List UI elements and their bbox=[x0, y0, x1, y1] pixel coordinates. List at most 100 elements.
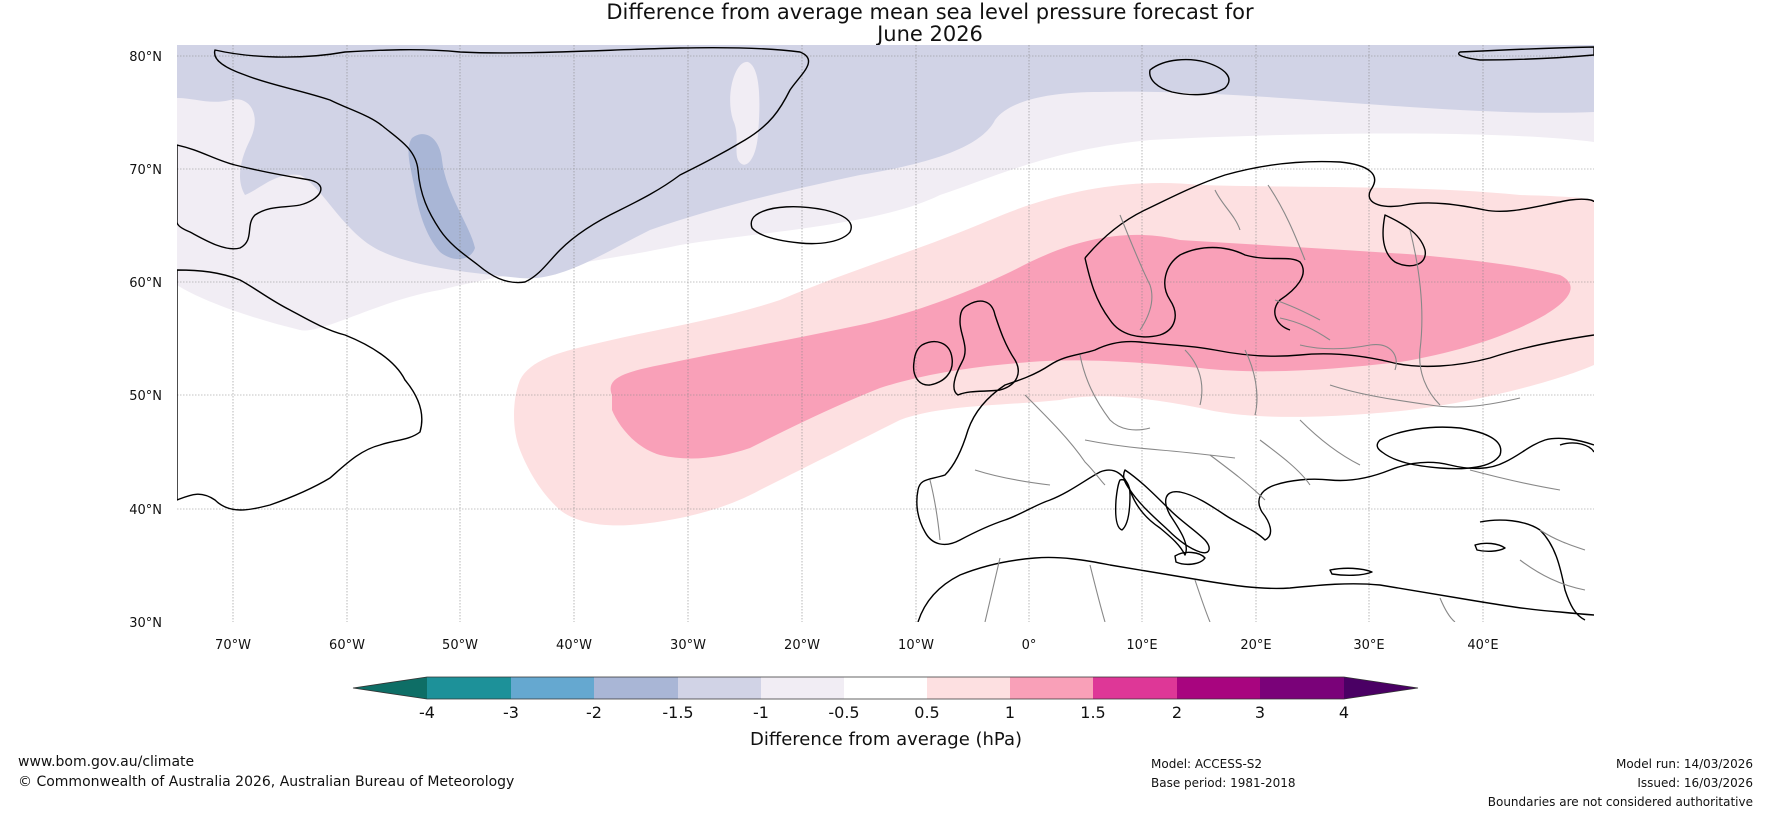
colorbar-segment bbox=[1010, 677, 1093, 699]
lon-label: 40°W bbox=[556, 638, 592, 653]
boundary-belarus bbox=[1299, 344, 1397, 371]
boundary-middle-east bbox=[1519, 529, 1586, 591]
coastline-iceland bbox=[750, 206, 852, 245]
lat-label: 50°N bbox=[129, 389, 162, 404]
lat-label: 70°N bbox=[129, 163, 162, 178]
coastline-great-britain bbox=[953, 300, 1019, 396]
boundary-russia-west bbox=[1409, 229, 1441, 406]
coastline-north-africa bbox=[917, 556, 1594, 622]
coastline-caspian bbox=[1559, 442, 1594, 453]
colorbar-segment bbox=[1260, 677, 1344, 699]
colorbar-tick: -3 bbox=[503, 703, 519, 722]
map-title-line1: Difference from average mean sea level p… bbox=[606, 0, 1254, 24]
footer-disclaimer: Boundaries are not considered authoritat… bbox=[1487, 795, 1753, 809]
coastline-ireland bbox=[912, 341, 953, 386]
anomaly-region-minus-1-hole bbox=[730, 61, 760, 165]
colorbar-extend-max bbox=[1344, 677, 1418, 699]
boundary-france bbox=[1024, 394, 1106, 486]
colorbar-tick: -2 bbox=[586, 703, 602, 722]
lat-label: 80°N bbox=[129, 50, 162, 65]
boundary-norway-sweden bbox=[1119, 214, 1153, 331]
colorbar-segment bbox=[511, 677, 594, 699]
coastline-cyprus bbox=[1474, 542, 1506, 553]
latitude-labels: 80°N 70°N 60°N 50°N 40°N 30°N bbox=[129, 50, 162, 631]
colorbar-tick: 3 bbox=[1255, 703, 1265, 722]
map-plot-area bbox=[177, 45, 1594, 622]
boundary-spain-france bbox=[974, 469, 1051, 486]
coastline-sardinia-corsica bbox=[1114, 478, 1131, 531]
colorbar-segment bbox=[844, 677, 927, 699]
boundary-sweden-finland bbox=[1214, 189, 1241, 231]
footer-issued: Issued: 16/03/2026 bbox=[1637, 776, 1753, 790]
colorbar-tick: -1.5 bbox=[662, 703, 693, 722]
coastline-black-sea bbox=[1376, 426, 1502, 470]
coastline-crete bbox=[1329, 567, 1373, 577]
lon-label: 10°E bbox=[1126, 638, 1157, 653]
boundary-germany bbox=[1079, 354, 1151, 431]
colorbar-segment bbox=[678, 677, 761, 699]
footer-model: Model: ACCESS-S2 bbox=[1151, 757, 1263, 771]
coastline-baltic bbox=[1084, 246, 1304, 338]
longitude-labels: 70°W 60°W 50°W 40°W 30°W 20°W 10°W 0° 10… bbox=[215, 638, 1499, 653]
lon-label: 70°W bbox=[215, 638, 251, 653]
colorbar-tick: -0.5 bbox=[828, 703, 859, 722]
boundary-poland bbox=[1184, 349, 1258, 416]
colorbar-segment bbox=[1093, 677, 1177, 699]
boundary-baltic-states bbox=[1274, 299, 1331, 341]
lat-label: 60°N bbox=[129, 276, 162, 291]
footer-base-period: Base period: 1981-2018 bbox=[1151, 776, 1296, 790]
boundary-north-africa bbox=[984, 557, 1456, 622]
boundary-turkey bbox=[1469, 469, 1561, 491]
footer-model-run: Model run: 14/03/2026 bbox=[1615, 757, 1753, 771]
anomaly-region-minus-1.5 bbox=[408, 134, 475, 260]
footer-website: www.bom.gov.au/climate bbox=[18, 754, 195, 770]
boundary-finland-russia bbox=[1267, 184, 1306, 261]
colorbar-tick: 1.5 bbox=[1080, 703, 1105, 722]
colorbar-tick-labels: -4 -3 -2 -1.5 -1 -0.5 0.5 1 1.5 2 3 4 bbox=[419, 703, 1349, 722]
lon-label: 20°E bbox=[1240, 638, 1271, 653]
coastline-svalbard bbox=[1149, 58, 1230, 96]
colorbar-segment bbox=[594, 677, 678, 699]
coastline-eastern-med bbox=[1479, 519, 1586, 621]
colorbar-segment bbox=[927, 677, 1010, 699]
boundary-balkans bbox=[1209, 419, 1361, 501]
lat-label: 30°N bbox=[129, 616, 162, 631]
colorbar-tick: 1 bbox=[1005, 703, 1015, 722]
lon-label: 30°E bbox=[1353, 638, 1384, 653]
boundary-alps bbox=[1084, 439, 1236, 459]
colorbar-extend-min bbox=[353, 677, 427, 699]
colorbar-tick: 4 bbox=[1339, 703, 1349, 722]
colorbar-tick: -4 bbox=[419, 703, 435, 722]
lon-label: 50°W bbox=[442, 638, 478, 653]
anomaly-region-minus-1 bbox=[177, 45, 1594, 279]
boundary-ukraine bbox=[1329, 384, 1521, 408]
national-boundaries bbox=[929, 184, 1586, 622]
colorbar-tick: 0.5 bbox=[914, 703, 939, 722]
map-title-line2: June 2026 bbox=[877, 22, 983, 46]
lon-label: 20°W bbox=[784, 638, 820, 653]
lon-label: 60°W bbox=[329, 638, 365, 653]
graticule bbox=[177, 45, 1594, 622]
colorbar-segment bbox=[427, 677, 511, 699]
coastline-arctic-islands bbox=[1458, 46, 1594, 61]
lon-label: 30°W bbox=[670, 638, 706, 653]
colorbar-segment bbox=[1177, 677, 1260, 699]
colorbar-segment bbox=[761, 677, 844, 699]
coastline-sicily bbox=[1174, 551, 1206, 566]
colorbar-tick: 2 bbox=[1172, 703, 1182, 722]
colorbar-title: Difference from average (hPa) bbox=[750, 729, 1022, 750]
coastline-scandinavia bbox=[1084, 160, 1594, 259]
anomaly-region-plus-1 bbox=[610, 234, 1571, 459]
coastline-north-america bbox=[177, 144, 423, 511]
lat-label: 40°N bbox=[129, 503, 162, 518]
boundary-portugal bbox=[929, 479, 941, 541]
colorbar-tick: -1 bbox=[753, 703, 769, 722]
lon-label: 10°W bbox=[898, 638, 934, 653]
footer-copyright: © Commonwealth of Australia 2026, Austra… bbox=[18, 774, 515, 790]
lon-label: 40°E bbox=[1467, 638, 1498, 653]
colorbar-outline bbox=[352, 676, 1419, 700]
coastline-continental-europe bbox=[916, 334, 1594, 556]
coastline-greenland bbox=[213, 46, 810, 284]
lon-label: 0° bbox=[1022, 638, 1037, 653]
